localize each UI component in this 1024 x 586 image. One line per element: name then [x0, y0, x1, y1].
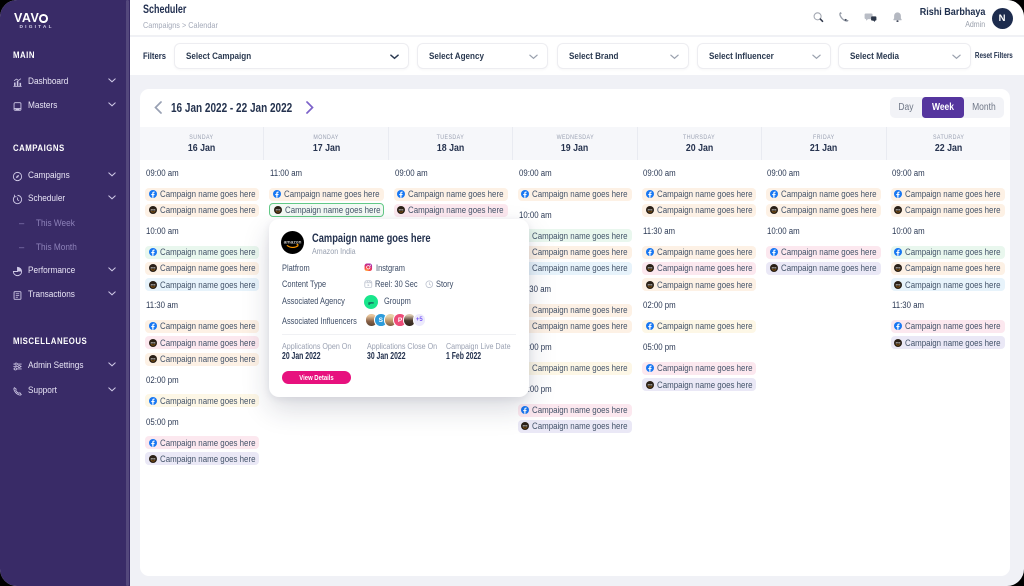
svg-text:ama: ama — [896, 209, 901, 212]
svg-text:ama: ama — [772, 267, 777, 270]
svg-text:ama: ama — [647, 267, 652, 270]
svg-text:ama: ama — [399, 209, 404, 212]
svg-text:ama: ama — [150, 267, 155, 270]
svg-text:ama: ama — [896, 267, 901, 270]
svg-text:ama: ama — [150, 341, 155, 344]
svg-text:ama: ama — [523, 425, 528, 428]
svg-text:ama: ama — [772, 209, 777, 212]
svg-text:ama: ama — [896, 341, 901, 344]
svg-text:amazon: amazon — [284, 239, 302, 245]
svg-text:ama: ama — [647, 283, 652, 286]
svg-text:ama: ama — [647, 209, 652, 212]
svg-text:ama: ama — [150, 458, 155, 461]
svg-text:ama: ama — [896, 283, 901, 286]
svg-text:gm: gm — [367, 300, 373, 304]
svg-text:ama: ama — [150, 283, 155, 286]
svg-text:ama: ama — [150, 358, 155, 361]
svg-text:ama: ama — [275, 208, 280, 211]
svg-text:ama: ama — [150, 209, 155, 212]
svg-text:ama: ama — [647, 383, 652, 386]
